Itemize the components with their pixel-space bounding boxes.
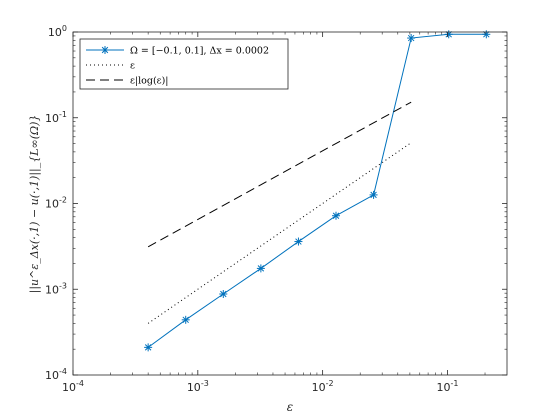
legend-marker (101, 46, 109, 54)
data-point (407, 34, 416, 43)
legend-label-1: ε (130, 61, 135, 72)
data-point (332, 211, 341, 220)
marker-stroke (101, 46, 109, 54)
y-tick-exponent: -4 (59, 367, 67, 376)
data-point (144, 343, 153, 352)
x-tick-base: 10 (312, 381, 326, 394)
y-tick-base: 10 (45, 283, 59, 296)
y-tick-exponent: -1 (59, 110, 67, 119)
marker-stroke (407, 34, 415, 42)
svg-text:||u^ε_Δx(·,1) − u(·,1)||_{L∞(Ω: ||u^ε_Δx(·,1) − u(·,1)||_{L∞(Ω)} (28, 115, 42, 294)
marker-stroke (182, 316, 189, 324)
y-tick-base: 10 (45, 198, 59, 211)
data-point (219, 290, 228, 299)
x-tick-label: 10-4 (62, 379, 84, 394)
legend: Ω = [−0.1, 0.1], Δx = 0.0002 ε ε|log(ε)| (79, 38, 289, 90)
y-tick-base: 10 (48, 26, 62, 39)
series-0 (144, 30, 491, 352)
y-axis-label-text: ||u^ε_Δx(·,1) − u(·,1)||_{L∞(Ω)} (28, 115, 42, 294)
marker-stroke (332, 212, 340, 219)
x-tick-base: 10 (62, 381, 76, 394)
y-tick-label: 10-4 (45, 367, 67, 382)
x-tick-base: 10 (187, 381, 201, 394)
x-tick-exponent: -1 (450, 379, 458, 388)
data-point (482, 30, 491, 39)
y-tick-label: 100 (48, 24, 67, 39)
marker-stroke (220, 290, 227, 298)
x-tick-exponent: -2 (326, 379, 334, 388)
y-tick-label: 10-2 (45, 196, 67, 211)
series-layer (144, 30, 491, 352)
x-axis-label: ε (287, 400, 293, 414)
y-tick-exponent: 0 (62, 24, 67, 33)
data-point (256, 264, 265, 273)
data-point (369, 190, 378, 199)
data-point (181, 315, 190, 324)
marker-stroke (144, 344, 152, 351)
data-point (294, 237, 303, 246)
data-point (444, 30, 453, 39)
marker-stroke (295, 238, 302, 245)
series-2 (147, 101, 412, 248)
y-tick-label: 10-1 (45, 110, 67, 125)
marker-stroke (370, 191, 377, 199)
x-tick-label: 10-2 (312, 379, 334, 394)
x-tick-base: 10 (436, 381, 450, 394)
x-tick-label: 10-1 (436, 379, 458, 394)
y-tick-base: 10 (45, 369, 59, 382)
legend-label-0: Ω = [−0.1, 0.1], Δx = 0.0002 (130, 46, 269, 57)
x-tick-exponent: -3 (201, 379, 209, 388)
series-line (147, 33, 487, 348)
legend-box (79, 38, 289, 90)
marker-stroke (257, 265, 265, 272)
y-tick-exponent: -2 (59, 196, 67, 205)
y-tick-exponent: -3 (59, 281, 67, 290)
legend-label-2: ε|log(ε)| (130, 76, 169, 87)
y-tick-label: 10-3 (45, 281, 67, 296)
y-axis-label: ||u^ε_Δx(·,1) − u(·,1)||_{L∞(Ω)} (28, 115, 42, 294)
series-line (147, 101, 412, 248)
x-tick-exponent: -4 (76, 379, 84, 388)
x-tick-label: 10-3 (187, 379, 209, 394)
y-tick-base: 10 (45, 112, 59, 125)
